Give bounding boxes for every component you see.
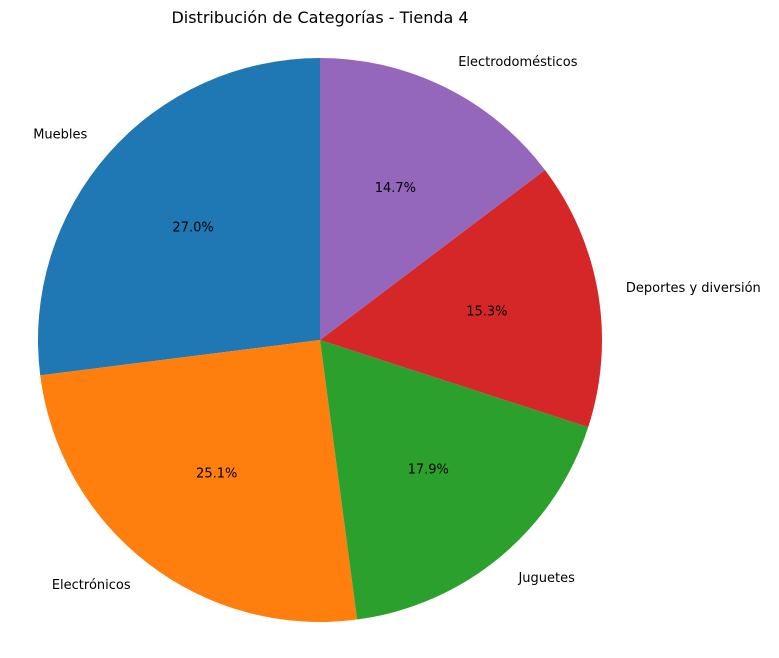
pie-category-label: Deportes y diversión [626,281,761,296]
pie-slice-3 [320,340,589,620]
pie-slice-4 [320,169,602,428]
pie-value-label: 25.1% [196,467,237,482]
pie-value-label: 15.3% [466,304,507,319]
pie-category-label: Electrodomésticos [458,55,578,70]
chart-title: Distribución de Categorías - Tienda 4 [171,8,469,27]
pie-category-label: Electrónicos [52,578,131,593]
pie-value-label: 27.0% [172,221,213,236]
pie-value-label: 17.9% [408,463,449,478]
pie-category-label: Juguetes [517,571,575,586]
pie-slice-2 [40,340,358,622]
pie-slices [38,58,602,622]
pie-category-label: Muebles [33,127,87,142]
pie-value-label: 14.7% [375,181,416,196]
pie-slice-1 [38,58,320,376]
pie-labels: 27.0% Muebles 25.1% Electrónicos 17.9% Juguet… [33,55,761,593]
pie-slice-5 [320,58,545,340]
